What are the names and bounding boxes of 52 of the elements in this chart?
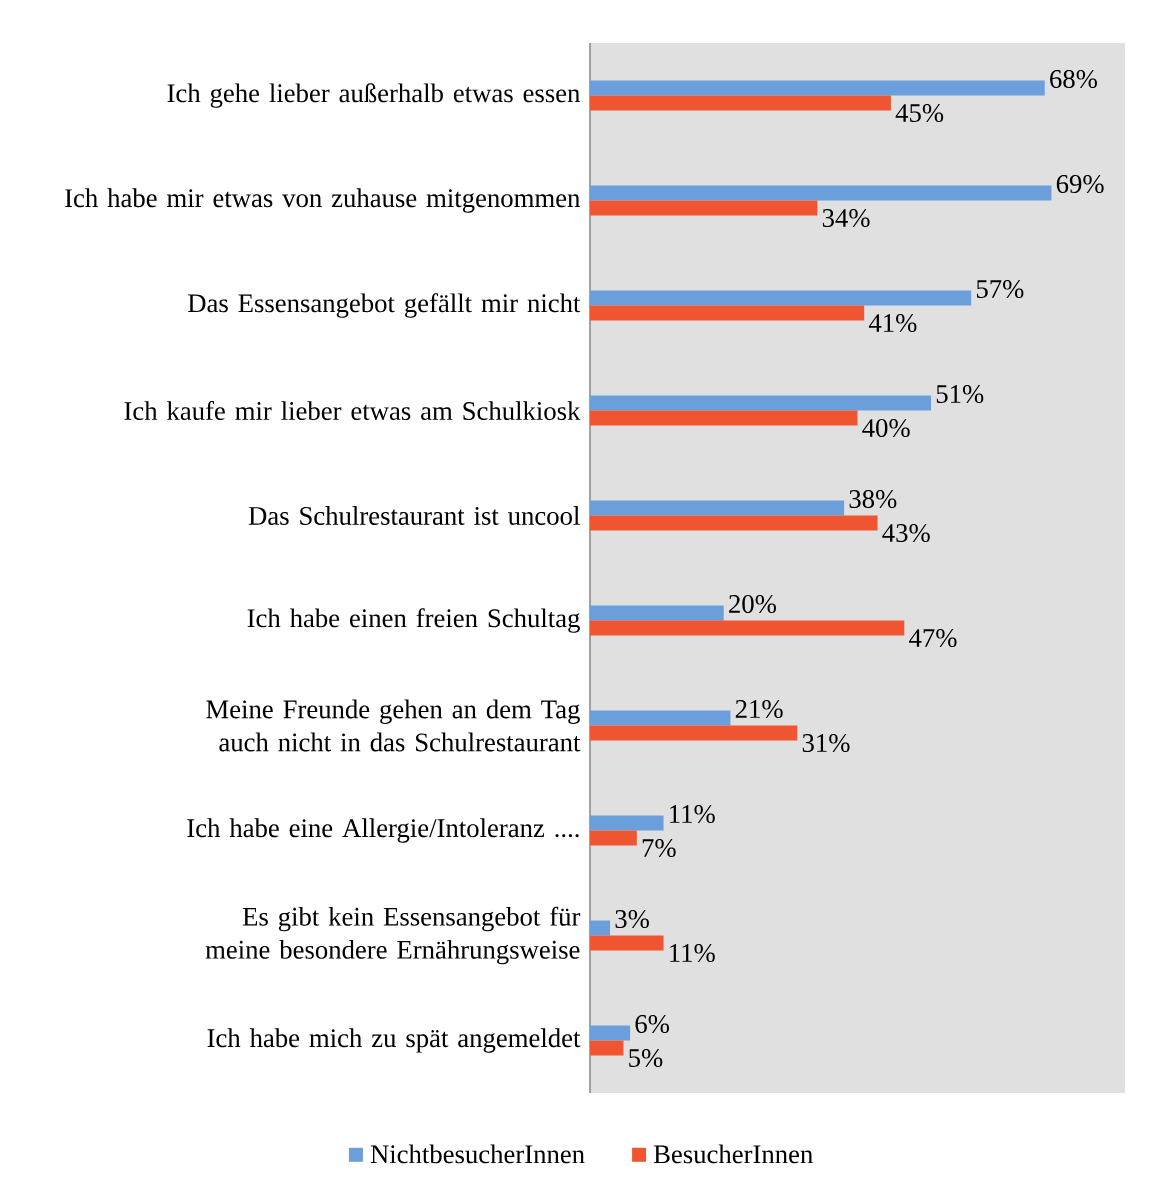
bar (590, 815, 664, 831)
bar (590, 935, 664, 951)
bar (590, 410, 858, 426)
bar (590, 395, 932, 411)
bar (590, 725, 798, 741)
bar (590, 1040, 624, 1056)
data-label: 51% (936, 384, 984, 404)
data-label: 20% (729, 594, 777, 614)
data-label: 38% (849, 489, 897, 509)
bar (590, 80, 1045, 96)
data-label: 68% (1050, 69, 1098, 89)
y-tick-label: Meine Freunde gehen an dem Tag auch nicht in das Schulrestaurant (206, 699, 581, 752)
bar (590, 305, 865, 321)
data-label: 47% (909, 628, 957, 648)
y-tick-label: Ich gehe lieber außerhalb etwas essen (167, 83, 581, 108)
bar (590, 515, 878, 531)
data-label: 6% (635, 1014, 670, 1034)
data-label: 40% (862, 418, 910, 438)
data-label: 11% (670, 804, 715, 824)
y-tick-label: Ich kaufe mir lieber etwas am Schulkiosk (124, 401, 581, 421)
data-label: 3% (615, 909, 649, 929)
data-label: 7% (642, 838, 676, 858)
data-label: 5% (629, 1048, 663, 1068)
bar (590, 830, 637, 846)
bar (590, 185, 1052, 201)
bar (590, 920, 611, 936)
legend-label: NichtbesucherInnen (370, 1144, 585, 1164)
data-label: 57% (976, 279, 1024, 299)
y-tick-label: Ich habe mich zu spät angemeldet (207, 1028, 581, 1053)
data-label: 45% (895, 103, 944, 123)
y-tick-label: Ich habe eine Allergie/Intoleranz .... (187, 818, 579, 843)
data-label: 41% (868, 313, 917, 333)
bar (590, 500, 845, 516)
bar (590, 200, 818, 216)
bar (590, 605, 724, 621)
bar (590, 1025, 631, 1041)
bar (590, 290, 972, 306)
data-label: 69% (1056, 174, 1104, 194)
y-tick-label: Das Essensangebot gefällt mir nicht (188, 293, 581, 318)
data-label: 34% (822, 208, 870, 228)
bar (590, 620, 905, 636)
y-tick-label: Ich habe einen freien Schultag (247, 608, 580, 633)
y-tick-label: Das Schulrestaurant ist uncool (248, 506, 580, 525)
bar (590, 95, 891, 111)
y-tick-label: Ich habe mir etwas von zuhause mitgenommen (65, 188, 581, 213)
bar (590, 710, 731, 726)
data-label: 43% (882, 523, 930, 543)
data-label: 31% (802, 733, 850, 753)
y-tick-label: Es gibt kein Essensangebot für meine besondere Ernährungsweise (205, 906, 581, 965)
data-label: 11% (670, 943, 715, 963)
legend-label: BesucherInnen (653, 1144, 813, 1164)
data-label: 21% (735, 699, 783, 719)
